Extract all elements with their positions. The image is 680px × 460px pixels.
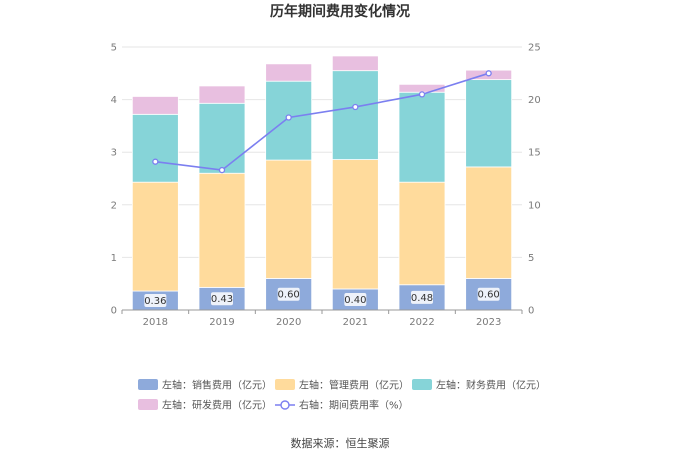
bar-label-bg <box>477 287 500 301</box>
bar-segment-2 <box>331 70 379 160</box>
bar-label-bg <box>411 290 433 304</box>
legend-label: 右轴：期间费用率（%） <box>299 399 409 412</box>
y-left-tick-label: 5 <box>111 43 117 54</box>
bar-segment-3 <box>398 83 446 93</box>
legend-label: 左轴：财务费用（亿元） <box>436 379 546 392</box>
bar-value-label: 0.60 <box>478 290 500 301</box>
rate-point <box>418 91 426 98</box>
y-right-tick-label: 10 <box>528 200 541 211</box>
legend-swatch <box>138 379 158 390</box>
bar-segment-1 <box>465 166 513 279</box>
bar-value-label: 0.36 <box>144 296 166 307</box>
legend-label: 左轴：管理费用（亿元） <box>299 379 409 392</box>
bar-value-label: 0.40 <box>344 295 366 306</box>
rate-point <box>485 70 492 77</box>
bar-segment-1 <box>331 159 379 290</box>
bar-segment-2 <box>131 113 179 183</box>
y-left-tick-label: 1 <box>111 253 117 264</box>
bar-label-bg <box>344 292 367 306</box>
bar-segment-1 <box>398 181 446 286</box>
bar-segment-1 <box>131 181 179 292</box>
bar-segment-1 <box>198 172 246 288</box>
x-tick-label: 2023 <box>476 317 501 328</box>
y-right-tick-label: 5 <box>528 253 534 264</box>
rate-point <box>218 166 226 174</box>
y-left-tick-label: 0 <box>111 306 117 317</box>
stacked-bars <box>131 55 513 311</box>
bar-segment-2 <box>398 91 446 183</box>
rate-line-series <box>152 70 492 174</box>
x-tick-label: 2020 <box>276 317 301 328</box>
legend-marker <box>280 400 290 410</box>
x-tick-label: 2018 <box>143 317 168 328</box>
bar-value-label: 0.43 <box>211 294 233 305</box>
y-left-tick-label: 2 <box>111 200 117 211</box>
y-right-tick-label: 20 <box>528 95 541 106</box>
bar-segment-2 <box>465 79 513 168</box>
legend-swatch <box>412 379 432 390</box>
bar-value-labels: 0.36 0.43 0.60 0.40 0.48 0.60 <box>144 287 500 308</box>
legend-swatch <box>275 379 295 390</box>
y-left-tick-label: 3 <box>111 148 117 159</box>
rate-point <box>152 158 159 165</box>
rate-point <box>352 103 359 111</box>
legend-label: 左轴：销售费用（亿元） <box>162 379 272 392</box>
bar-segment-3 <box>331 55 379 72</box>
rate-point <box>285 114 292 121</box>
bar-segment-3 <box>265 63 313 82</box>
grid-lines <box>122 46 522 258</box>
x-axis: 2018 2019 2020 2021 2022 2023 <box>121 309 523 328</box>
y-right-axis: 0 5 10 15 20 25 <box>528 43 541 317</box>
bar-segment-3 <box>131 96 179 115</box>
legend-label: 左轴：研发费用（亿元） <box>162 399 272 412</box>
x-tick-label: 2021 <box>343 317 368 328</box>
bar-label-bg <box>211 292 233 306</box>
bar-segment-2 <box>265 80 313 161</box>
x-tick-label: 2019 <box>209 317 234 328</box>
bar-segment-1 <box>265 159 313 279</box>
y-right-tick-label: 25 <box>528 43 541 54</box>
bar-segment-2 <box>198 102 246 174</box>
bar-segment-3 <box>198 85 246 104</box>
bar-label-bg <box>277 287 300 301</box>
rate-line <box>155 72 489 171</box>
y-right-tick-label: 0 <box>528 306 534 317</box>
y-right-tick-label: 15 <box>528 148 541 159</box>
legend: 左轴：销售费用（亿元） 左轴：管理费用（亿元） 左轴：财务费用（亿元） 左轴：研发费用… <box>138 379 546 412</box>
bar-value-label: 0.48 <box>411 293 433 304</box>
legend-swatch <box>138 399 158 410</box>
data-source: 数据来源：恒生聚源 <box>291 436 390 450</box>
y-left-axis: 0 1 2 3 4 5 <box>111 43 117 317</box>
y-left-tick-label: 4 <box>111 95 117 106</box>
x-tick-label: 2022 <box>409 317 434 328</box>
bar-value-label: 0.60 <box>278 290 300 301</box>
bar-label-bg <box>144 294 167 308</box>
chart-title: 历年期间费用变化情况 <box>270 3 410 20</box>
